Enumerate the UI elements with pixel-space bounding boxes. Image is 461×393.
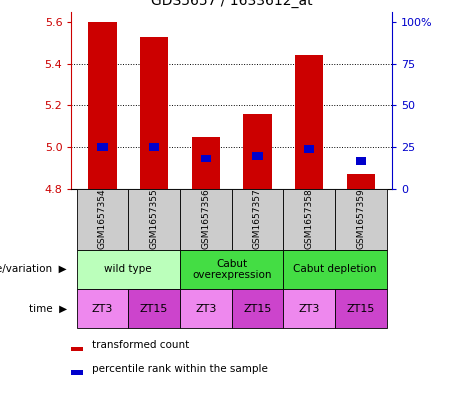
- Bar: [180, 289, 231, 328]
- Bar: [284, 289, 335, 328]
- Text: GSM1657357: GSM1657357: [253, 189, 262, 250]
- Bar: [201, 154, 211, 162]
- Bar: [295, 55, 323, 189]
- Text: ZT15: ZT15: [243, 303, 272, 314]
- Text: Cabut depletion: Cabut depletion: [293, 264, 377, 274]
- Bar: [180, 250, 284, 289]
- Bar: [347, 174, 375, 189]
- Text: GSM1657355: GSM1657355: [150, 189, 159, 250]
- Bar: [149, 143, 160, 151]
- Text: wild type: wild type: [105, 264, 152, 274]
- Bar: [243, 114, 272, 189]
- Text: GSM1657356: GSM1657356: [201, 189, 210, 250]
- Bar: [128, 289, 180, 328]
- Bar: [335, 189, 387, 250]
- Bar: [128, 189, 180, 250]
- Bar: [140, 37, 168, 189]
- Bar: [97, 143, 107, 151]
- Bar: [88, 22, 117, 189]
- Text: genotype/variation  ▶: genotype/variation ▶: [0, 264, 67, 274]
- Bar: [335, 289, 387, 328]
- Text: ZT3: ZT3: [92, 303, 113, 314]
- Bar: [77, 289, 128, 328]
- Bar: [71, 347, 83, 351]
- Bar: [284, 189, 335, 250]
- Text: ZT15: ZT15: [140, 303, 168, 314]
- Bar: [77, 189, 128, 250]
- Text: GSM1657354: GSM1657354: [98, 189, 107, 250]
- Text: percentile rank within the sample: percentile rank within the sample: [92, 364, 268, 374]
- Bar: [71, 370, 83, 375]
- Bar: [252, 152, 263, 160]
- Title: GDS5657 / 1633612_at: GDS5657 / 1633612_at: [151, 0, 313, 8]
- Text: Cabut
overexpression: Cabut overexpression: [192, 259, 272, 279]
- Bar: [77, 250, 180, 289]
- Bar: [231, 289, 284, 328]
- Text: ZT15: ZT15: [347, 303, 375, 314]
- Bar: [192, 137, 220, 189]
- Bar: [304, 145, 314, 153]
- Text: GSM1657359: GSM1657359: [356, 189, 366, 250]
- Text: time  ▶: time ▶: [29, 303, 67, 314]
- Bar: [231, 189, 284, 250]
- Text: transformed count: transformed count: [92, 340, 189, 350]
- Text: ZT3: ZT3: [195, 303, 217, 314]
- Bar: [356, 156, 366, 165]
- Text: ZT3: ZT3: [298, 303, 320, 314]
- Text: GSM1657358: GSM1657358: [305, 189, 313, 250]
- Bar: [180, 189, 231, 250]
- Bar: [284, 250, 387, 289]
